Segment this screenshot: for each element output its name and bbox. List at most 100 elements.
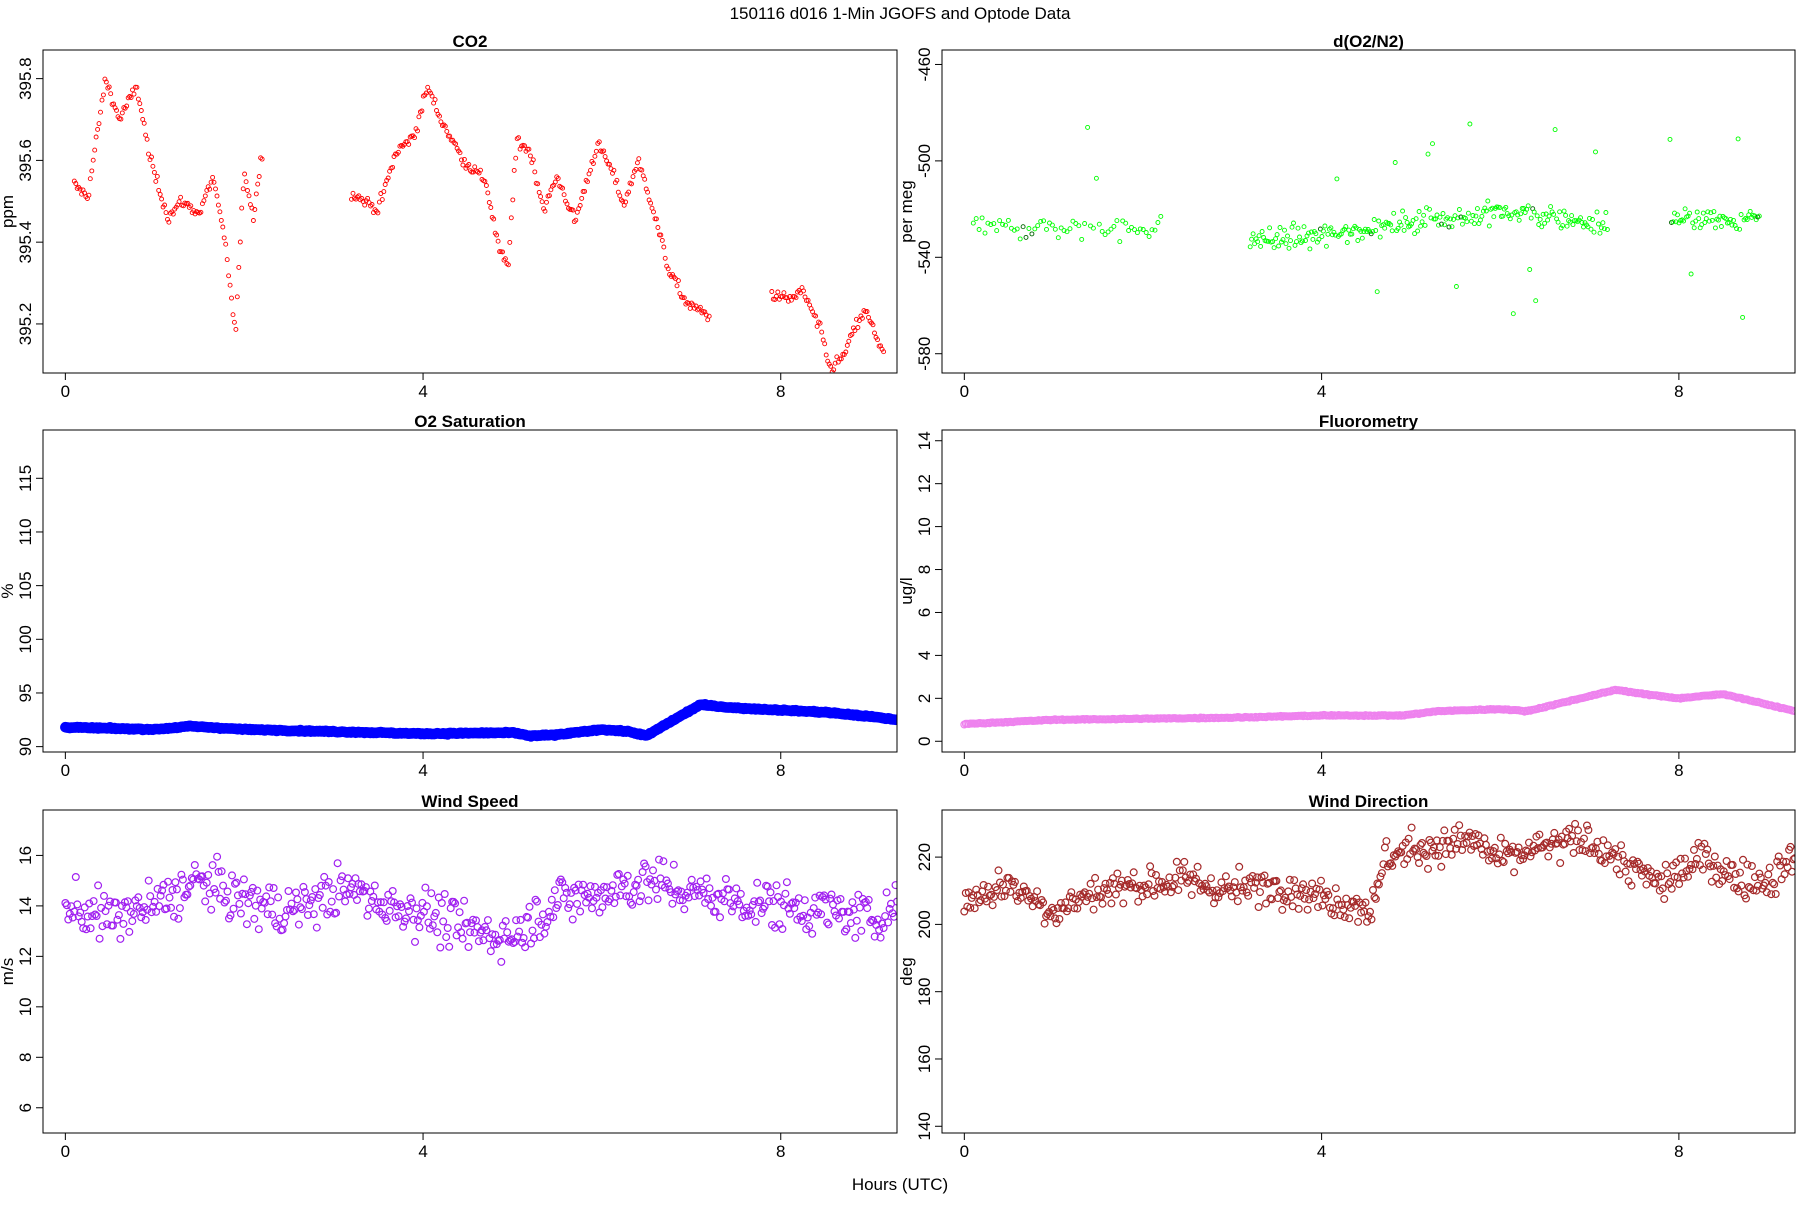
y-axis-label-wdir: deg [897, 957, 916, 985]
y-tick-label: 140 [915, 1112, 934, 1140]
y-tick-label: -460 [915, 47, 934, 81]
data-point [1670, 872, 1679, 881]
data-point [1535, 830, 1544, 839]
data-point [1376, 218, 1382, 224]
data-point [1186, 870, 1195, 879]
data-point [1789, 855, 1795, 864]
data-point [95, 126, 101, 132]
data-point [361, 883, 370, 892]
x-tick-label: 0 [960, 382, 969, 401]
data-point [419, 108, 425, 114]
data-point [141, 915, 150, 924]
data-point [852, 328, 858, 333]
data-point [1517, 851, 1526, 860]
data-point [171, 878, 180, 887]
data-point [1703, 845, 1712, 854]
y-axis-label-fluor: ug/l [897, 577, 916, 604]
data-point [363, 911, 372, 920]
data-point [1038, 218, 1044, 224]
data-point [704, 894, 713, 903]
data-point [184, 882, 193, 891]
data-point [94, 881, 103, 890]
data-point [311, 885, 320, 894]
data-point [336, 876, 345, 885]
y-tick-label: 95 [16, 684, 35, 703]
data-point [1310, 236, 1316, 242]
data-point [1309, 894, 1318, 903]
data-point [382, 182, 388, 187]
data-point [864, 895, 873, 904]
data-point [1175, 866, 1184, 875]
panel-title-co2: CO2 [453, 32, 488, 51]
y-axis-label-wspd: m/s [0, 958, 17, 985]
data-point [204, 870, 213, 879]
data-point [240, 186, 246, 192]
data-point [1452, 844, 1461, 853]
data-point [1550, 828, 1559, 837]
data-point [1146, 862, 1155, 871]
data-point [1259, 229, 1265, 234]
data-point [1728, 860, 1737, 869]
data-point [505, 262, 511, 268]
data-point [1267, 895, 1276, 904]
data-point [327, 897, 336, 906]
data-point [1499, 858, 1508, 867]
data-point [681, 295, 687, 301]
data-point [1675, 879, 1684, 888]
data-point [703, 312, 709, 318]
data-point [1281, 893, 1290, 902]
data-point [1642, 880, 1651, 889]
data-point [687, 875, 696, 884]
data-point [170, 211, 176, 217]
data-point [1551, 211, 1557, 217]
data-point [1000, 221, 1006, 227]
data-point [418, 898, 427, 907]
data-point [1782, 857, 1791, 866]
data-point [444, 128, 450, 134]
data-point [1325, 903, 1334, 912]
data-point [608, 881, 617, 890]
data-point [224, 257, 230, 263]
data-point [706, 313, 712, 319]
data-point [1579, 220, 1585, 225]
data-point [1267, 225, 1273, 231]
data-point [888, 909, 897, 918]
data-point [190, 860, 199, 869]
data-point [1061, 228, 1067, 234]
data-point [991, 221, 997, 227]
data-point [1598, 225, 1604, 231]
y-tick-label: -500 [915, 144, 934, 178]
data-point [821, 895, 830, 904]
data-point [1052, 226, 1058, 232]
data-point [376, 898, 385, 907]
data-point [105, 897, 114, 906]
data-point [724, 885, 733, 894]
data-point [1323, 243, 1329, 249]
data-point [1088, 223, 1093, 229]
data-point [154, 173, 160, 179]
data-point [576, 907, 585, 916]
data-point [1079, 236, 1085, 242]
data-point [223, 887, 232, 896]
data-point [1275, 887, 1284, 896]
data-point [1322, 223, 1328, 229]
data-point [201, 198, 207, 204]
data-point [234, 294, 240, 300]
panel-title-fluor: Fluorometry [1319, 412, 1419, 431]
data-point [1566, 837, 1575, 846]
data-point [1308, 229, 1314, 235]
data-point [1700, 210, 1706, 216]
data-point [526, 146, 532, 152]
data-point [1510, 311, 1516, 317]
y-tick-label: 12 [16, 947, 35, 966]
data-point [1006, 887, 1015, 896]
data-point [839, 907, 848, 916]
data-point [846, 338, 852, 344]
data-point [1251, 878, 1260, 887]
data-point [819, 329, 825, 335]
data-point [793, 295, 799, 301]
panel-wdir: Wind Direction 0 4 8 140 160 180 200 220 deg [897, 792, 1796, 1161]
data-point [851, 933, 860, 942]
data-point [823, 918, 832, 927]
data-point [639, 167, 645, 173]
